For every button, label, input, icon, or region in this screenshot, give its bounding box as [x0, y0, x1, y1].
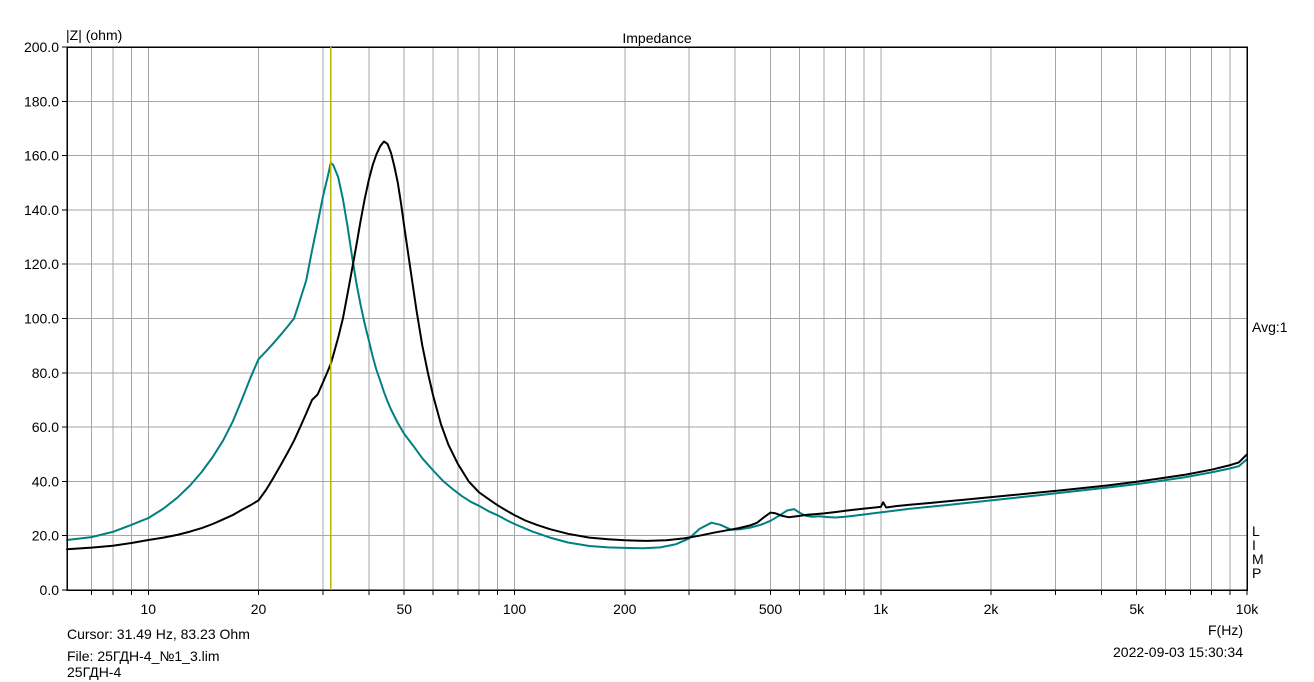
x-tick-label: 20: [251, 601, 267, 617]
curve-overlay-25ГДН-4: [66, 161, 1248, 550]
y-tick-label: 0.0: [40, 582, 60, 598]
curve-measurement-current: [66, 140, 1248, 551]
averages-indicator: Avg:1: [1252, 319, 1288, 335]
x-tick-label: 200: [613, 601, 637, 617]
y-tick-label: 80.0: [32, 365, 59, 381]
x-tick-label: 10: [140, 601, 156, 617]
limp-letter-m: M: [1252, 551, 1264, 567]
x-tick-label: 500: [759, 601, 783, 617]
y-tick-label: 140.0: [24, 202, 59, 218]
y-tick-label: 120.0: [24, 256, 59, 272]
x-tick-label: 100: [503, 601, 527, 617]
y-axis-title: |Z| (ohm): [66, 27, 123, 43]
x-tick-label: 1k: [873, 601, 889, 617]
limp-letter-p: P: [1252, 565, 1262, 581]
y-tick-label: 40.0: [32, 473, 59, 489]
cursor-readout: Cursor: 31.49 Hz, 83.23 Ohm: [67, 626, 250, 642]
overlay-curve-label: 25ГДН-4: [67, 664, 122, 680]
x-tick-label: 10k: [1236, 601, 1260, 617]
y-tick-label: 20.0: [32, 528, 59, 544]
limp-letter-i: I: [1252, 537, 1256, 553]
limp-letter-l: L: [1252, 523, 1260, 539]
y-tick-label: 200.0: [24, 39, 59, 55]
x-tick-label: 5k: [1129, 601, 1145, 617]
plot-border: [66, 46, 1248, 591]
y-tick-label: 160.0: [24, 148, 59, 164]
file-name-line: File: 25ГДН-4_№1_3.lim: [67, 648, 220, 664]
x-tick-label: 2k: [984, 601, 1000, 617]
x-axis-title: F(Hz): [1208, 622, 1243, 638]
y-tick-label: 180.0: [24, 93, 59, 109]
y-tick-label: 60.0: [32, 419, 59, 435]
chart-title: Impedance: [622, 30, 692, 46]
y-tick-label: 100.0: [24, 311, 59, 327]
measurement-datetime: 2022-09-03 15:30:34: [1113, 644, 1243, 660]
x-tick-label: 50: [396, 601, 412, 617]
